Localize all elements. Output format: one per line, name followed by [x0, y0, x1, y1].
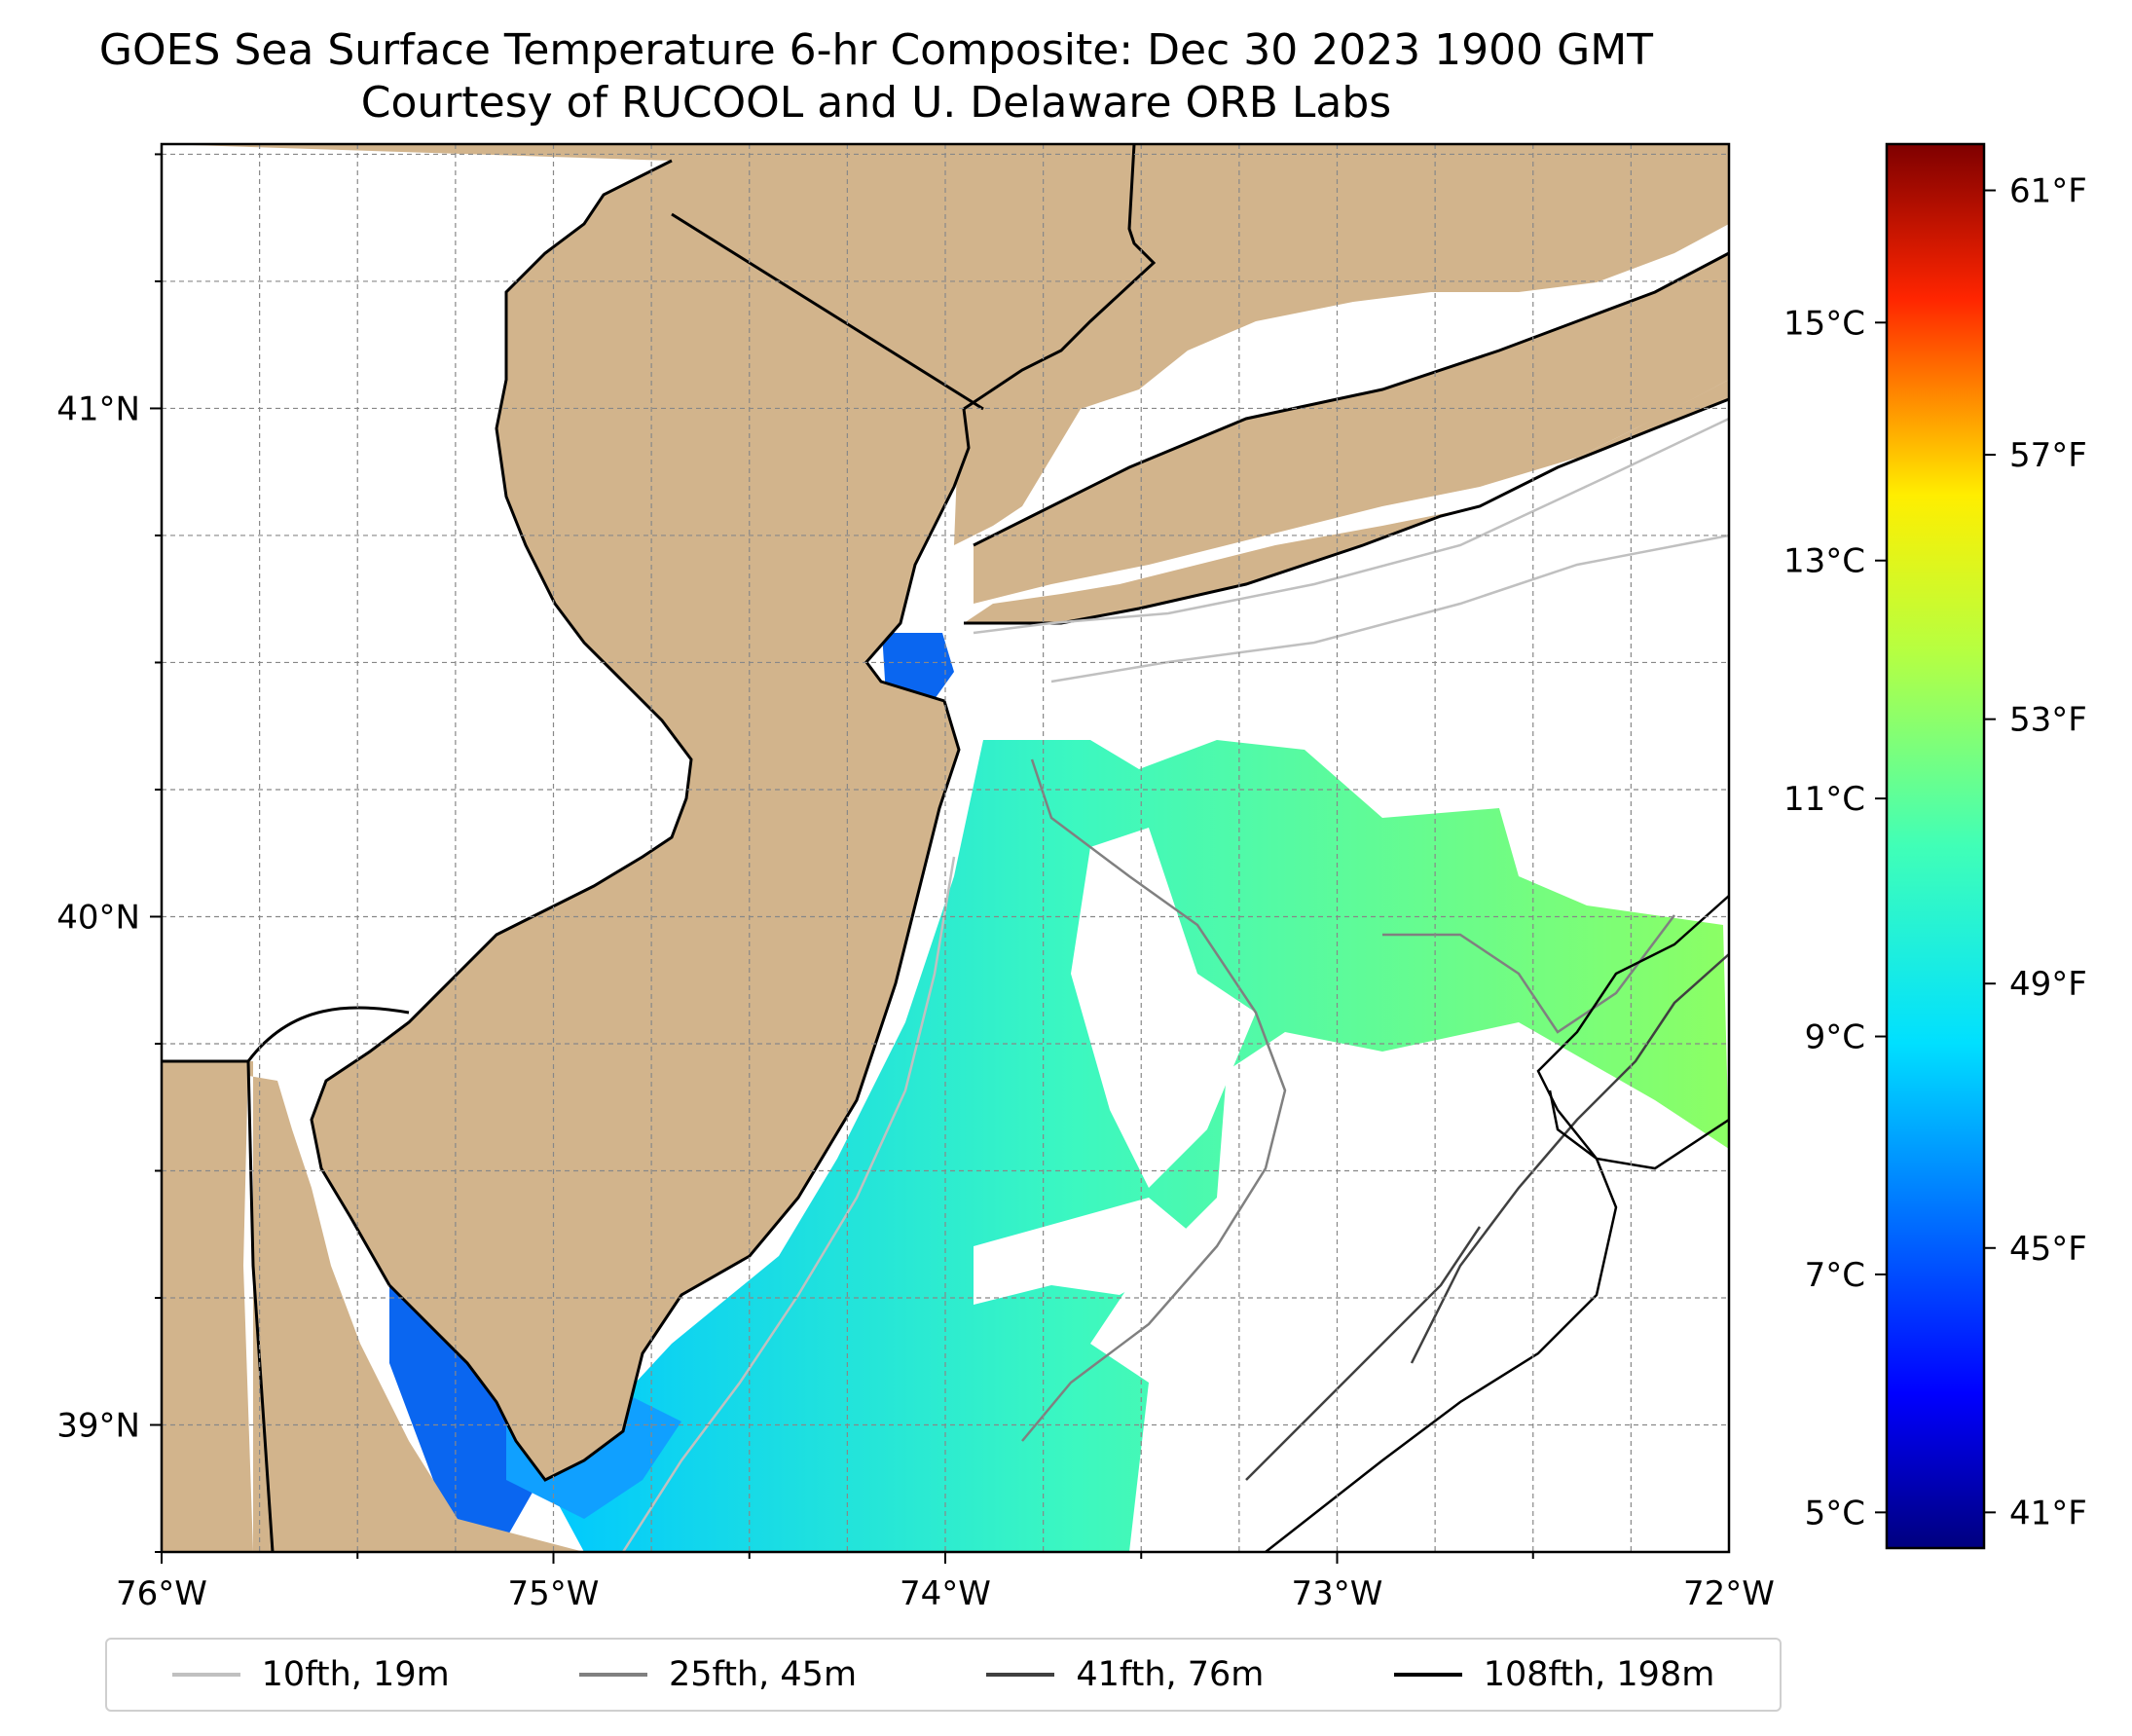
legend-swatch-45m	[579, 1673, 648, 1677]
fahrenheit-tick-label: 41°F	[2009, 1494, 2087, 1533]
celsius-tick-label: 5°C	[1805, 1494, 1865, 1533]
map-title: GOES Sea Surface Temperature 6-hr Compos…	[98, 25, 1654, 75]
lon-tick-label: 72°W	[1683, 1574, 1775, 1613]
bathymetry-contours	[621, 417, 1729, 1552]
fahrenheit-tick-label: 53°F	[2009, 701, 2087, 740]
legend-item-45m: 25fth, 45m	[579, 1655, 857, 1694]
fahrenheit-tick-label: 61°F	[2009, 172, 2087, 211]
lat-tick-label: 40°N	[56, 898, 140, 937]
legend-label-19m: 10fth, 19m	[261, 1655, 450, 1694]
colorbar-fahrenheit-axis: 41°F 45°F 49°F 53°F 57°F 61°F	[1984, 172, 2087, 1533]
legend-item-19m: 10fth, 19m	[171, 1655, 450, 1694]
lat-tick-label: 39°N	[56, 1406, 140, 1445]
land-areas	[162, 144, 1729, 1552]
lon-tick-label: 73°W	[1292, 1574, 1383, 1613]
celsius-tick-label: 9°C	[1805, 1018, 1865, 1057]
legend-swatch-198m	[1393, 1673, 1462, 1677]
legend-item-198m: 108fth, 198m	[1393, 1655, 1715, 1694]
celsius-tick-label: 7°C	[1805, 1256, 1865, 1295]
legend-item-76m: 41fth, 76m	[986, 1655, 1264, 1694]
legend-label-45m: 25fth, 45m	[669, 1655, 858, 1694]
gridlines	[162, 144, 1729, 1552]
fahrenheit-tick-label: 49°F	[2009, 965, 2087, 1004]
fahrenheit-tick-label: 45°F	[2009, 1230, 2087, 1269]
lon-tick-label: 75°W	[508, 1574, 600, 1613]
coastlines	[162, 144, 1729, 1552]
map-subtitle: Courtesy of RUCOOL and U. Delaware ORB L…	[360, 78, 1392, 128]
legend-swatch-19m	[171, 1673, 240, 1677]
lat-tick-label: 41°N	[56, 389, 140, 428]
bathymetry-legend: 10fth, 19m 25fth, 45m 41fth, 76m 108fth,…	[105, 1638, 1782, 1712]
lon-tick-label: 74°W	[900, 1574, 991, 1613]
colorbar	[1885, 142, 1986, 1550]
celsius-tick-label: 11°C	[1783, 780, 1865, 819]
celsius-tick-label: 15°C	[1783, 304, 1865, 343]
lon-tick-label: 76°W	[116, 1574, 207, 1613]
latitude-axis: 41°N 40°N 39°N	[56, 153, 162, 1553]
celsius-tick-label: 13°C	[1783, 542, 1865, 581]
legend-label-76m: 41fth, 76m	[1076, 1655, 1265, 1694]
fahrenheit-tick-label: 57°F	[2009, 436, 2087, 475]
legend-label-198m: 108fth, 198m	[1483, 1655, 1715, 1694]
colorbar-celsius-axis: 5°C 7°C 9°C 11°C 13°C 15°C	[1783, 304, 1887, 1533]
legend-swatch-76m	[986, 1673, 1055, 1677]
longitude-axis: 76°W 75°W 74°W 73°W 72°W	[116, 1552, 1775, 1613]
